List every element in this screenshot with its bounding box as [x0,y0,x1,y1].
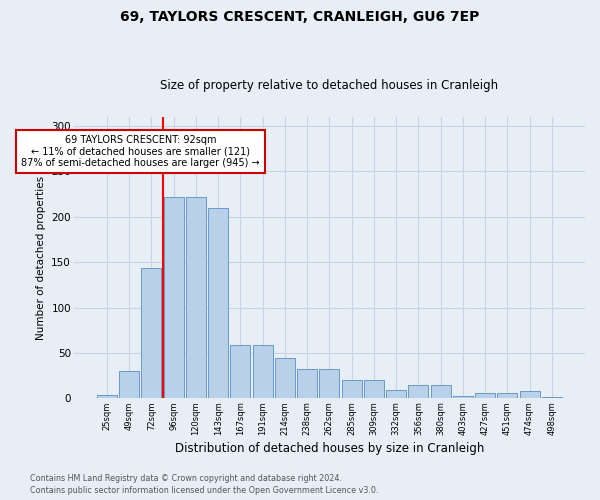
Bar [386,390,406,398]
Y-axis label: Number of detached properties: Number of detached properties [35,176,46,340]
Bar [297,370,317,398]
Bar [186,196,206,398]
Bar [542,396,562,398]
Bar [97,395,117,398]
Bar [520,391,539,398]
X-axis label: Distribution of detached houses by size in Cranleigh: Distribution of detached houses by size … [175,442,484,455]
Bar [119,371,139,398]
Text: 69 TAYLORS CRESCENT: 92sqm
← 11% of detached houses are smaller (121)
87% of sem: 69 TAYLORS CRESCENT: 92sqm ← 11% of deta… [21,135,260,168]
Bar [431,385,451,398]
Bar [230,345,250,399]
Bar [142,268,161,398]
Bar [409,385,428,398]
Bar [497,393,517,398]
Bar [341,380,362,398]
Bar [453,396,473,398]
Text: 69, TAYLORS CRESCENT, CRANLEIGH, GU6 7EP: 69, TAYLORS CRESCENT, CRANLEIGH, GU6 7EP [121,10,479,24]
Bar [208,208,228,398]
Bar [475,393,495,398]
Bar [319,370,340,398]
Bar [164,196,184,398]
Bar [275,358,295,399]
Text: Contains HM Land Registry data © Crown copyright and database right 2024.
Contai: Contains HM Land Registry data © Crown c… [30,474,379,495]
Title: Size of property relative to detached houses in Cranleigh: Size of property relative to detached ho… [160,79,499,92]
Bar [253,345,272,399]
Bar [364,380,384,398]
